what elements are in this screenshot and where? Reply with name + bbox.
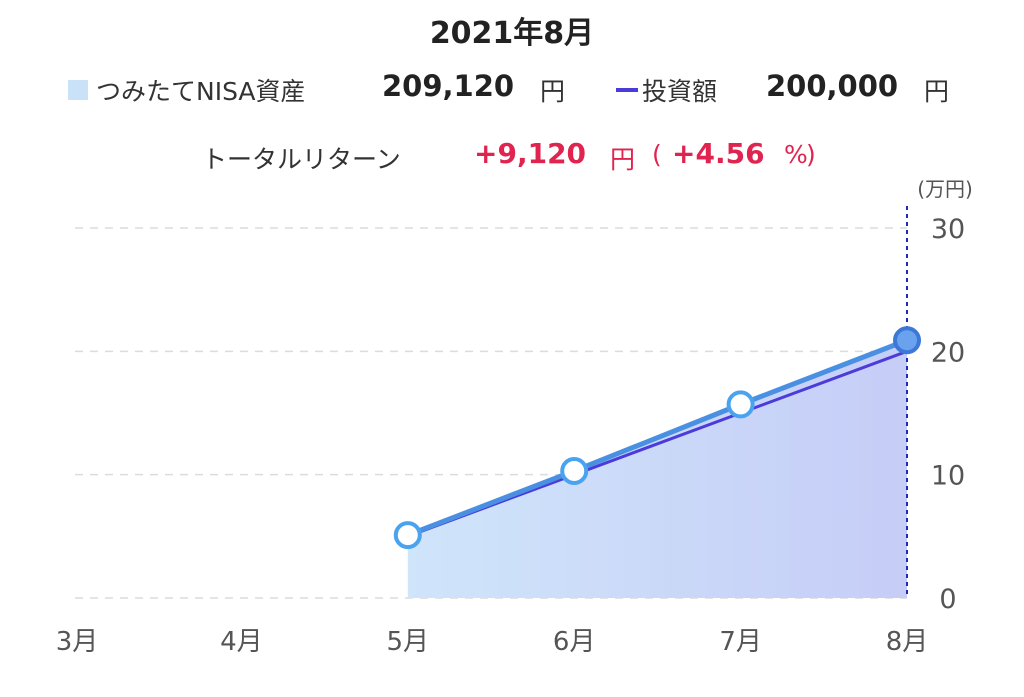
data-point[interactable] bbox=[560, 456, 589, 485]
data-point[interactable] bbox=[726, 390, 755, 419]
y-tick-label: 10 bbox=[931, 461, 965, 492]
y-tick-label: 0 bbox=[939, 584, 956, 615]
legend: つみたてNISA資産 209,120 円 投資額 200,000 円 bbox=[0, 68, 1024, 112]
asset-value: 209,120 bbox=[382, 69, 515, 103]
x-axis: 3月 4月 5月 6月 7月 8月 bbox=[56, 627, 929, 657]
asset-legend-label: つみたてNISA資産 bbox=[96, 77, 306, 106]
data-point[interactable] bbox=[393, 521, 422, 550]
y-axis-unit: (万円) bbox=[917, 177, 973, 201]
y-tick-label: 20 bbox=[931, 337, 965, 368]
invest-legend-label: 投資額 bbox=[642, 77, 718, 106]
x-tick-label: 6月 bbox=[553, 627, 596, 657]
y-axis: 0 10 20 30 bbox=[931, 214, 965, 615]
invest-legend-swatch bbox=[616, 88, 638, 92]
total-return-close-paren: ) bbox=[806, 140, 816, 169]
selected-data-point[interactable] bbox=[893, 326, 921, 355]
x-tick-label: 7月 bbox=[719, 627, 762, 657]
asset-legend-swatch bbox=[68, 80, 88, 100]
asset-area-fill bbox=[407, 340, 907, 598]
total-return-label: トータルリターン bbox=[202, 145, 401, 174]
total-return-open-paren: ( bbox=[652, 140, 662, 169]
x-tick-label: 4月 bbox=[220, 627, 263, 657]
asset-unit: 円 bbox=[540, 77, 566, 106]
data-points[interactable] bbox=[393, 326, 921, 550]
total-return-amount: +9,120 bbox=[474, 137, 587, 170]
asset-chart[interactable]: 0 10 20 30 3月 4月 5月 6月 7月 8月 (万円) bbox=[0, 170, 1024, 697]
asset-line bbox=[406, 337, 908, 538]
total-return-percent: +4.56 bbox=[672, 137, 765, 170]
x-tick-label: 8月 bbox=[886, 627, 929, 657]
page-title: 2021年8月 bbox=[429, 16, 595, 51]
asset-area bbox=[407, 340, 907, 598]
x-tick-label: 5月 bbox=[387, 627, 430, 657]
x-tick-label: 3月 bbox=[56, 627, 99, 657]
y-tick-label: 30 bbox=[931, 214, 965, 245]
total-return-unit: 円 bbox=[610, 145, 636, 174]
total-return: トータルリターン +9,120 円 ( +4.56 % ) bbox=[0, 136, 1024, 176]
invest-unit: 円 bbox=[924, 77, 950, 106]
series-lines bbox=[406, 337, 908, 538]
total-return-percent-unit: % bbox=[784, 140, 808, 169]
invest-value: 200,000 bbox=[766, 69, 899, 103]
